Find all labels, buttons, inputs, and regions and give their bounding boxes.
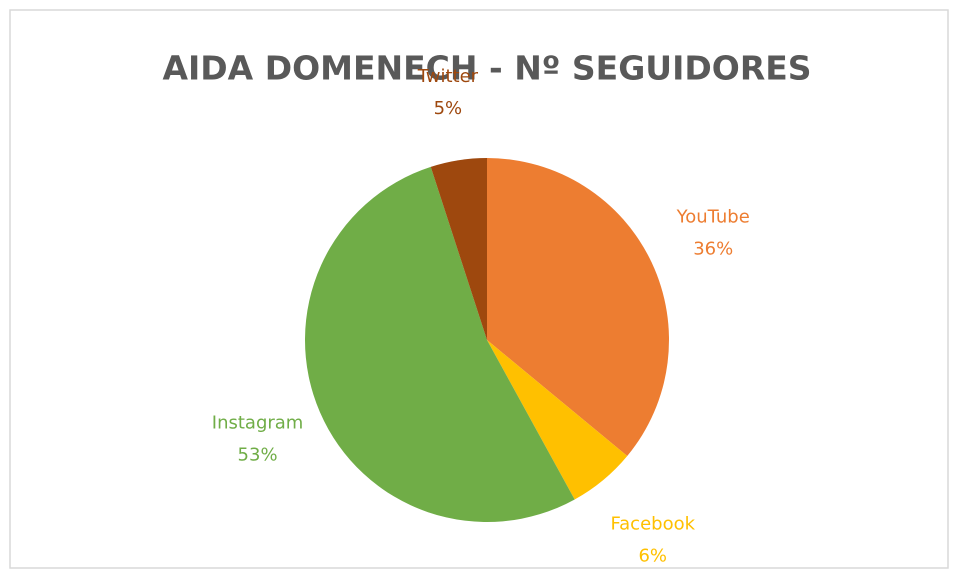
pie-slice xyxy=(430,158,487,340)
slice-category-label: Twitter xyxy=(417,66,479,87)
slice-category-label: YouTube xyxy=(676,207,750,228)
pie-slice xyxy=(305,166,575,522)
slice-category-label: Facebook xyxy=(610,513,695,534)
pie-slice xyxy=(487,340,628,500)
pie-slice xyxy=(487,158,669,457)
slice-value-label: 36% xyxy=(693,239,733,260)
slice-value-label: 5% xyxy=(434,98,463,119)
slice-value-label: 53% xyxy=(238,444,278,465)
chart-title: AIDA DOMENECH - Nº SEGUIDORES xyxy=(162,49,811,88)
slice-value-label: 6% xyxy=(638,545,667,566)
slice-category-label: Instagram xyxy=(212,412,304,433)
